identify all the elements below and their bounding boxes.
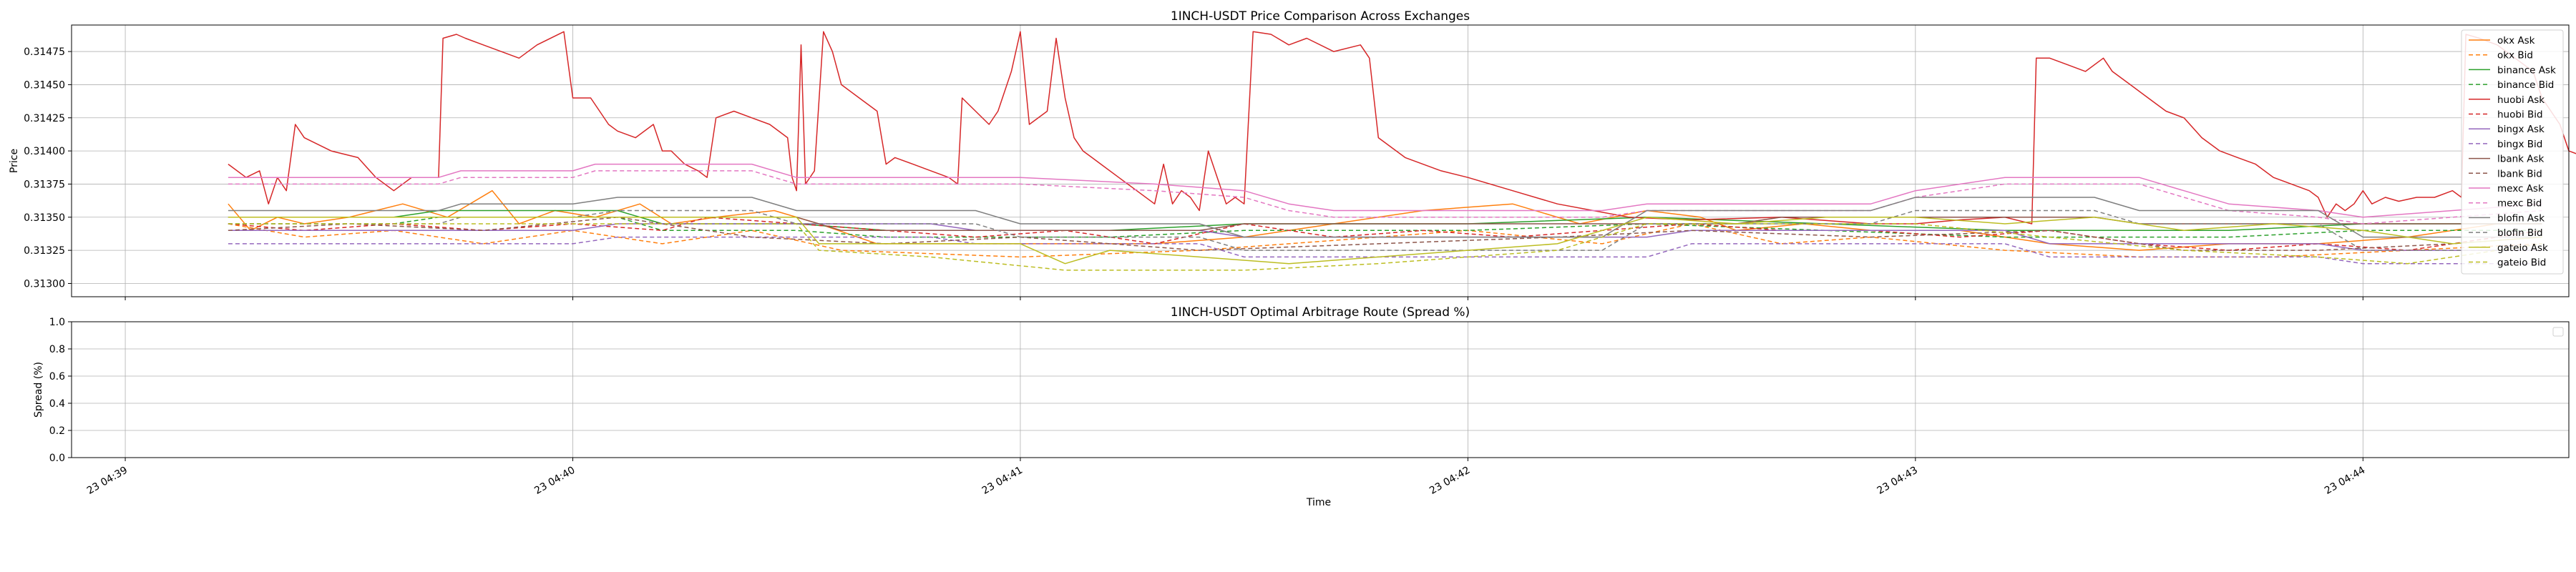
- spread-y-tick-label: 0.8: [49, 344, 65, 355]
- price-y-axis-label: Price: [9, 149, 20, 173]
- price-x-ticks: [125, 297, 2363, 300]
- spread-y-tick-label: 0.6: [49, 371, 65, 383]
- price-y-tick-label: 0.31325: [24, 245, 65, 257]
- price-chart-title: 1INCH-USDT Price Comparison Across Excha…: [1171, 9, 1470, 24]
- spread-y-tick-label: 0.0: [49, 453, 65, 464]
- legend-label: blofin Bid: [2497, 227, 2543, 239]
- series-line-mexc-bid: [228, 170, 2542, 225]
- price-legend-box: [2461, 29, 2564, 275]
- series-line-binance-bid: [228, 217, 2542, 238]
- legend-label: mexc Ask: [2497, 183, 2544, 194]
- legend-label: blofin Ask: [2497, 212, 2545, 224]
- price-axes-frame: [71, 24, 2570, 297]
- series-line-okx-bid: [228, 223, 2542, 258]
- price-y-ticks: 0.31300 0.31325 0.31350 0.31375 0.31400 0.314…: [24, 46, 72, 290]
- series-line-gateio-bid: [228, 223, 2542, 271]
- price-y-tick-label: 0.31450: [24, 79, 65, 91]
- price-legend: okx Ask okx Bid binance Ask binance Bid huob…: [2461, 29, 2564, 275]
- series-line-bingx-bid: [228, 236, 2542, 265]
- spread-y-tick-label: 0.2: [49, 425, 65, 437]
- spread-y-tick-label: 0.4: [49, 398, 65, 410]
- legend-label: gateio Ask: [2497, 242, 2548, 254]
- price-y-tick-label: 0.31400: [24, 146, 65, 157]
- legend-label: lbank Bid: [2497, 168, 2542, 179]
- legend-label: mexc Bid: [2497, 198, 2542, 209]
- legend-label: huobi Bid: [2497, 109, 2543, 121]
- spread-y-ticks: 0.0 0.2 0.4 0.6 0.8 1.0: [49, 317, 72, 464]
- legend-label: lbank Ask: [2497, 154, 2545, 165]
- spread-chart-title: 1INCH-USDT Optimal Arbitrage Route (Spre…: [1171, 305, 1470, 320]
- spread-empty-legend: [2552, 327, 2564, 337]
- price-y-tick-label: 0.31475: [24, 46, 65, 58]
- price-y-tick-label: 0.31375: [24, 179, 65, 190]
- price-axes: 0.31300 0.31325 0.31350 0.31375 0.31400 0.314…: [9, 9, 2576, 300]
- price-series: [228, 31, 2576, 271]
- legend-label: binance Ask: [2497, 64, 2556, 76]
- spread-x-axis-label: Time: [1306, 497, 1331, 508]
- series-line-mexc-ask: [228, 163, 2542, 218]
- legend-label: bingx Ask: [2497, 124, 2545, 135]
- legend-label: binance Bid: [2497, 79, 2554, 91]
- price-y-tick-label: 0.31425: [24, 113, 65, 124]
- series-line-lbank-bid: [228, 217, 2542, 251]
- series-line-blofin-ask: [228, 197, 2542, 238]
- price-y-tick-label: 0.31300: [24, 278, 65, 290]
- spread-axes-frame: [71, 321, 2570, 458]
- price-y-tick-label: 0.31350: [24, 212, 65, 224]
- spread-y-axis-label: Spread (%): [33, 362, 44, 418]
- series-line-gateio-ask: [228, 217, 2542, 265]
- series-line-huobi-bid: [228, 217, 2542, 251]
- legend-label: gateio Bid: [2497, 257, 2546, 269]
- legend-label: okx Ask: [2497, 35, 2535, 46]
- legend-label: bingx Bid: [2497, 139, 2542, 150]
- series-line-binance-ask: [228, 209, 2542, 232]
- spread-y-tick-label: 1.0: [49, 317, 65, 328]
- legend-label: huobi Ask: [2497, 94, 2545, 106]
- legend-label: okx Bid: [2497, 50, 2533, 61]
- series-line-blofin-bid: [228, 209, 2542, 251]
